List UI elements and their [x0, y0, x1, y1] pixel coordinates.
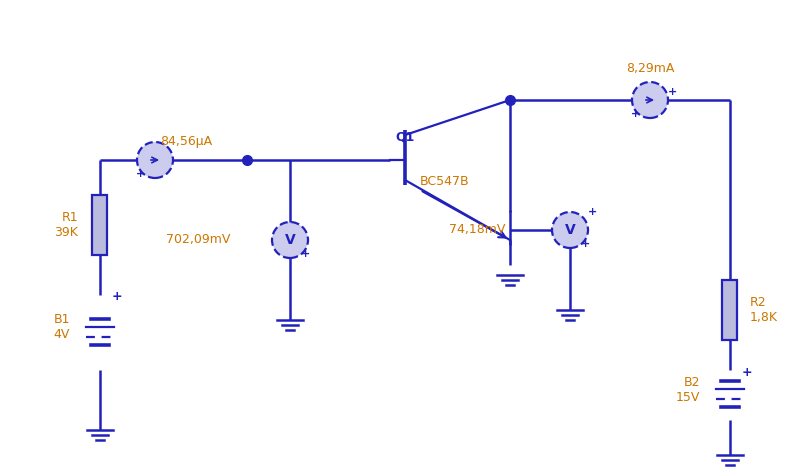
Circle shape: [632, 82, 668, 118]
Text: Q1: Q1: [395, 130, 414, 143]
Text: BC547B: BC547B: [420, 175, 469, 188]
Text: +: +: [581, 239, 591, 249]
Circle shape: [137, 142, 173, 178]
Circle shape: [272, 222, 308, 258]
Text: +: +: [631, 109, 641, 119]
Text: R1
39K: R1 39K: [54, 211, 78, 239]
FancyBboxPatch shape: [723, 280, 737, 340]
Text: 702,09mV: 702,09mV: [166, 234, 230, 246]
Text: +: +: [588, 207, 597, 217]
Text: +: +: [136, 169, 146, 179]
Text: 84,56μA: 84,56μA: [160, 135, 212, 148]
Text: V: V: [564, 223, 575, 237]
Text: B2
15V: B2 15V: [676, 376, 700, 404]
Text: 74,18mV: 74,18mV: [449, 224, 505, 236]
Text: V: V: [285, 233, 296, 247]
Text: B1
4V: B1 4V: [53, 313, 70, 341]
Text: 8,29mA: 8,29mA: [626, 62, 674, 75]
Text: +: +: [112, 290, 123, 303]
FancyBboxPatch shape: [92, 195, 108, 255]
Text: +: +: [301, 249, 311, 259]
Text: +: +: [742, 365, 752, 379]
Text: +: +: [668, 87, 677, 97]
Circle shape: [552, 212, 588, 248]
Text: R2
1,8K: R2 1,8K: [750, 296, 778, 324]
